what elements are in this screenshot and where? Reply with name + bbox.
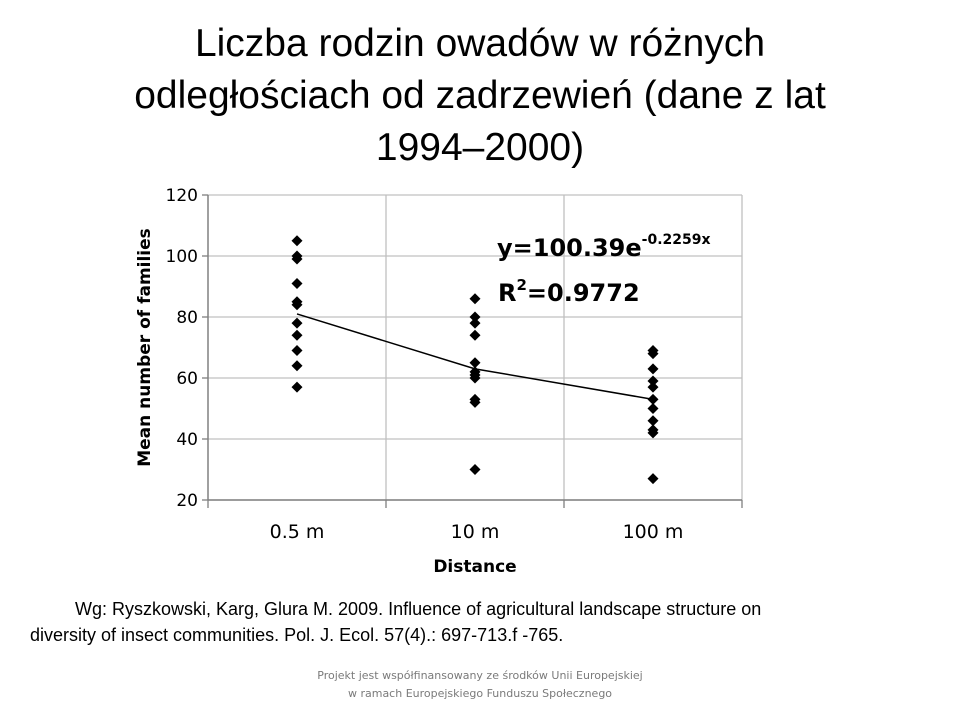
y-tick-label: 120 <box>166 186 198 206</box>
data-point <box>469 464 481 475</box>
x-axis-label: Distance <box>433 557 516 577</box>
data-point <box>647 348 659 360</box>
data-point <box>647 427 659 439</box>
y-tick-label: 80 <box>176 308 198 328</box>
y-axis-label: Mean number of families <box>135 228 155 467</box>
title-line-3: 1994–2000) <box>375 126 585 169</box>
x-tick-label: 0.5 m <box>270 521 325 543</box>
data-point <box>469 311 481 323</box>
data-point <box>647 403 659 414</box>
data-point <box>291 235 303 247</box>
equation-base: y=100.39e <box>497 234 642 262</box>
citation-line-2: diversity of insect communities. Pol. J.… <box>30 625 564 645</box>
title-line-1: Liczba rodzin owadów w różnych <box>194 22 766 65</box>
slide-title: Liczba rodzin owadów w różnych odległośc… <box>60 18 900 174</box>
data-point <box>647 381 659 393</box>
equation-exponent: -0.2259x <box>642 232 711 248</box>
footer-line-1: Projekt jest współfinansowany ze środków… <box>317 669 643 682</box>
citation: Wg: Ryszkowski, Karg, Glura M. 2009. Inf… <box>30 596 930 648</box>
data-point <box>291 329 303 341</box>
r-squared-power: 2 <box>516 276 526 294</box>
footer-line-2: w ramach Europejskiego Funduszu Społeczn… <box>347 687 613 700</box>
data-point <box>647 363 659 375</box>
data-points <box>291 235 659 485</box>
tick-labels: 20 40 60 80 100 120 0.5 m 10 m 100 m <box>166 186 684 543</box>
data-point <box>291 360 303 372</box>
y-tick-label: 60 <box>176 369 198 389</box>
title-line-2: odległościach od zadrzewień (dane z lat <box>134 74 826 117</box>
data-point <box>291 381 303 393</box>
data-point <box>291 253 303 265</box>
equation-label: y=100.39e-0.2259x <box>497 232 711 262</box>
x-tick-label: 100 m <box>623 521 684 543</box>
data-point <box>291 345 303 357</box>
data-point <box>469 329 481 341</box>
data-point <box>469 317 481 329</box>
x-tick-label: 10 m <box>451 521 500 543</box>
r-squared-prefix: R <box>498 279 516 307</box>
r-squared-value: =0.9772 <box>527 279 640 307</box>
data-point <box>469 293 481 305</box>
data-point <box>291 277 303 289</box>
r-squared-label: R2=0.9772 <box>498 276 640 307</box>
data-point <box>469 396 481 408</box>
chart-axes <box>202 194 743 508</box>
y-tick-label: 20 <box>176 491 198 511</box>
data-point <box>291 317 303 329</box>
data-point <box>469 372 481 384</box>
data-point <box>647 415 659 427</box>
data-point <box>469 357 481 369</box>
citation-line-1: Wg: Ryszkowski, Karg, Glura M. 2009. Inf… <box>75 599 762 619</box>
scatter-chart: 20 40 60 80 100 120 0.5 m 10 m 100 m Mean number… <box>135 186 743 577</box>
y-tick-label: 100 <box>166 247 198 267</box>
y-tick-label: 40 <box>176 430 198 450</box>
data-point <box>647 375 659 387</box>
data-point <box>291 299 303 311</box>
funding-footer: Projekt jest współfinansowany ze środków… <box>280 667 680 703</box>
data-point <box>647 473 659 485</box>
data-point <box>647 393 659 405</box>
